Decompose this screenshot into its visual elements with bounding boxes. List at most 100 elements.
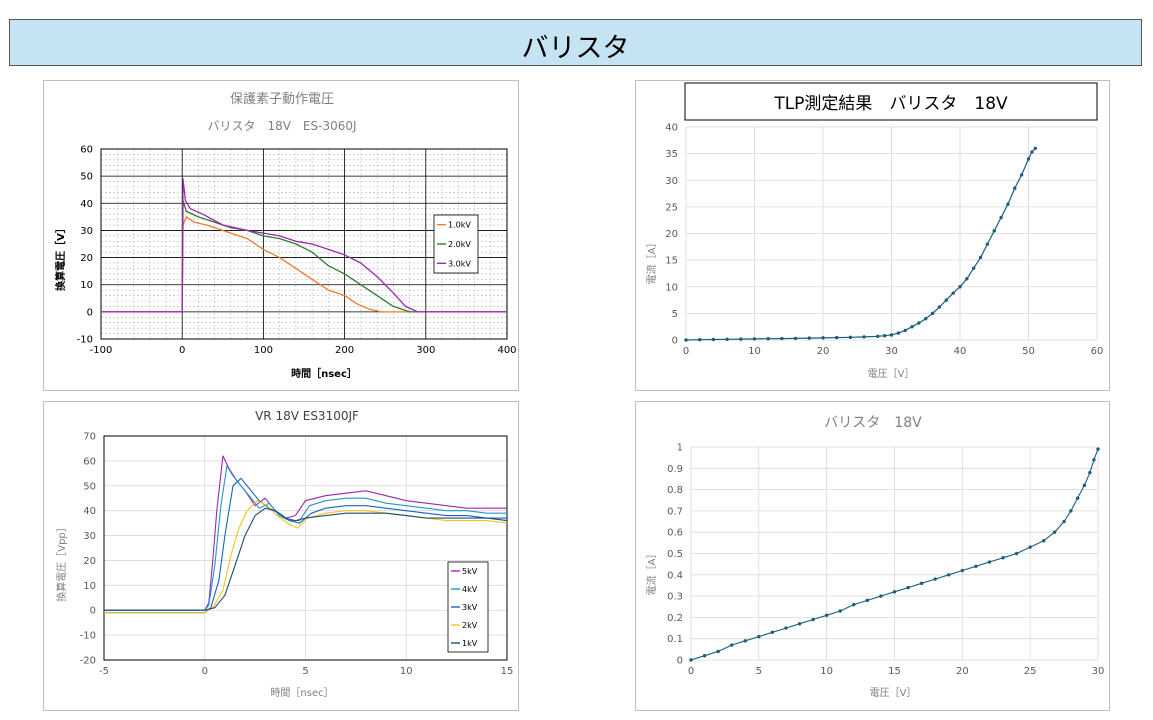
data-point — [780, 336, 784, 341]
x-tick-label: 0 — [683, 346, 689, 357]
data-point — [711, 337, 716, 342]
data-point — [1096, 447, 1100, 451]
legend-label: 2.0kV — [448, 240, 471, 249]
x-tick-label: 30 — [1092, 666, 1105, 677]
x-tick-label: -5 — [99, 666, 109, 677]
data-point — [910, 324, 914, 329]
data-point — [879, 594, 883, 598]
y-tick-label: 60 — [80, 145, 93, 156]
y-tick-label: 15 — [665, 256, 678, 267]
data-point — [958, 285, 962, 289]
data-point — [974, 564, 978, 568]
title-banner: バリスタ — [9, 19, 1142, 66]
chart-title: VR 18V ES3100JF — [255, 409, 359, 423]
legend-label: 1.0kV — [448, 221, 471, 230]
legend-label: 3.0kV — [448, 259, 471, 268]
series-line-2kV — [104, 500, 508, 614]
data-point — [730, 643, 734, 647]
plot-border — [103, 435, 508, 661]
y-tick-label: 35 — [665, 149, 678, 160]
y-tick-label: 10 — [83, 581, 96, 592]
x-tick-label: 5 — [756, 666, 762, 677]
y-axis-label: 電流［A］ — [645, 549, 658, 596]
data-point — [1030, 150, 1034, 154]
data-point — [684, 338, 688, 342]
x-tick-label: 10 — [820, 666, 833, 677]
data-point — [944, 298, 948, 302]
legend-label: 3kV — [462, 603, 478, 612]
chart-title: バリスタ 18V — [824, 415, 922, 431]
data-point — [757, 634, 761, 639]
plot-area: -5 0 5 10 15 -20 -10 0 10 20 30 40 50 60 70 5kV 4kV 3kV 2k… — [80, 432, 514, 678]
plot-area: 0 5 10 15 20 25 30 0 0.1 0.2 0.3 0.4 0.5 0.6 0.7 0.8 0.9… — [667, 443, 1104, 678]
data-point — [739, 337, 743, 341]
chart-panel-protection-voltage: 保護素子動作電圧 バリスタ 18V ES-3060J -100 0 100 200 30… — [43, 80, 519, 391]
x-tick-label: 10 — [400, 666, 413, 677]
x-tick-label: 30 — [885, 346, 898, 357]
y-tick-label: 5 — [672, 309, 678, 320]
data-point — [689, 658, 693, 662]
legend-label: 5kV — [462, 567, 478, 576]
x-tick-label: 10 — [748, 346, 761, 357]
plot-border — [100, 148, 508, 340]
data-point — [752, 337, 757, 341]
data-point — [838, 609, 842, 613]
chart-title: TLP測定結果 バリスタ 18V — [773, 94, 1008, 114]
data-point — [1013, 186, 1017, 190]
y-tick-label: 0 — [90, 606, 96, 617]
data-point — [987, 560, 992, 564]
data-point — [978, 255, 983, 260]
y-axis-label: 換算電圧［V］ — [54, 223, 67, 291]
y-tick-label: 0 — [677, 656, 683, 667]
legend-label: 2kV — [462, 621, 478, 630]
data-point — [1042, 539, 1046, 543]
y-tick-label: 0.7 — [667, 506, 683, 517]
x-tick-label: 15 — [501, 666, 514, 677]
y-tick-label: 25 — [665, 202, 678, 213]
x-tick-label: 20 — [817, 346, 830, 357]
data-point — [807, 336, 811, 340]
chart-svg: TLP測定結果 バリスタ 18V 0 10 20 30 40 50 60 0 5 10 15 20 25… — [645, 82, 1103, 380]
page-title: バリスタ — [521, 33, 630, 64]
x-tick-label: 100 — [254, 345, 273, 356]
data-point — [919, 581, 924, 586]
x-tick-label: 400 — [497, 345, 516, 356]
plot-area: 0 10 20 30 40 50 60 0 5 10 15 20 25 30 35 40 — [665, 123, 1103, 358]
plot-area: -100 0 100 200 300 400-1001020304050601.0kV2.… — [77, 145, 517, 357]
x-tick-label: 20 — [956, 666, 969, 677]
data-point — [702, 654, 707, 658]
data-point — [924, 317, 928, 321]
data-point — [906, 585, 910, 590]
y-tick-label: 50 — [80, 172, 93, 183]
data-point — [965, 277, 969, 281]
x-tick-label: 15 — [888, 666, 901, 677]
y-tick-label: 0 — [87, 307, 93, 318]
x-axis-label: 時間［nsec］ — [270, 687, 333, 699]
data-point — [725, 337, 729, 342]
series-line-1kV — [104, 507, 508, 611]
y-tick-label: 30 — [80, 226, 93, 237]
y-tick-label: -10 — [80, 631, 96, 642]
y-tick-label: 40 — [80, 199, 93, 210]
data-point — [865, 598, 870, 603]
chart-panel-vr-es3100jf: VR 18V ES3100JF -5 0 5 10 15 -20 -10 0 10 20 30 40 5… — [43, 401, 519, 711]
data-point — [743, 639, 747, 643]
data-point — [766, 337, 770, 341]
data-point — [716, 649, 720, 654]
data-point — [1026, 157, 1031, 161]
x-axis-label: 時間［nsec］ — [291, 367, 357, 380]
series-line-series0 — [685, 147, 1036, 341]
x-tick-label: 50 — [1022, 346, 1035, 357]
data-point — [793, 336, 798, 341]
data-point — [951, 291, 955, 295]
data-point — [1088, 470, 1092, 475]
data-point — [933, 577, 937, 581]
data-point — [937, 305, 942, 309]
x-tick-label: 40 — [954, 346, 967, 357]
y-tick-label: 0.2 — [667, 613, 683, 624]
data-point — [824, 613, 829, 617]
data-point — [1082, 483, 1087, 488]
y-axis-label: 電流［A］ — [645, 238, 658, 285]
data-point — [698, 338, 702, 342]
chart-panel-tlp: TLP測定結果 バリスタ 18V 0 10 20 30 40 50 60 0 5 10 15 20 25… — [635, 80, 1110, 391]
